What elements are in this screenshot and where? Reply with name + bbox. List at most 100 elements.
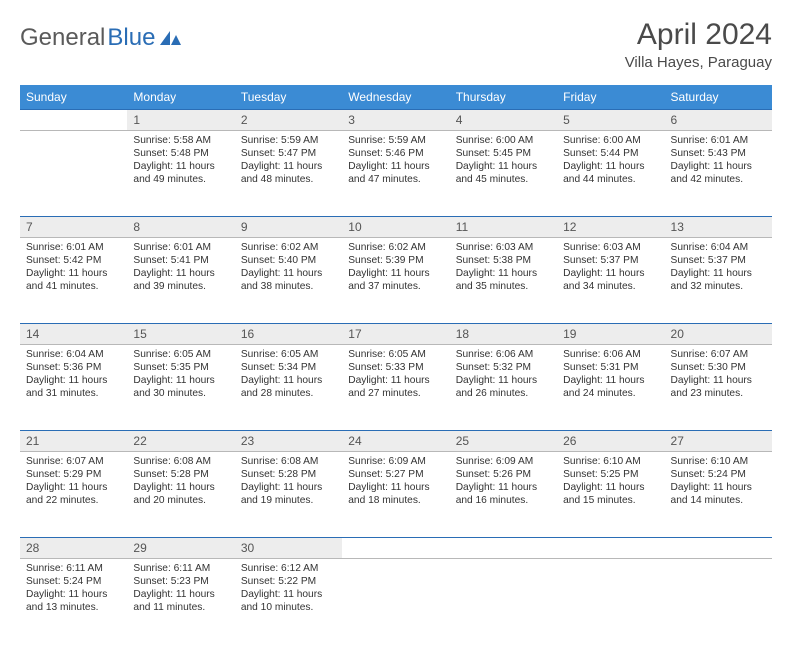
day-details: Sunrise: 6:08 AMSunset: 5:28 PMDaylight:… bbox=[235, 452, 342, 513]
day-cell: Sunrise: 6:01 AMSunset: 5:41 PMDaylight:… bbox=[127, 238, 234, 324]
day-number-cell: 19 bbox=[557, 324, 664, 345]
day-details: Sunrise: 6:07 AMSunset: 5:30 PMDaylight:… bbox=[665, 345, 772, 406]
day-cell: Sunrise: 5:58 AMSunset: 5:48 PMDaylight:… bbox=[127, 131, 234, 217]
day-cell: Sunrise: 6:08 AMSunset: 5:28 PMDaylight:… bbox=[235, 452, 342, 538]
day-cell bbox=[20, 131, 127, 217]
day-cell: Sunrise: 6:08 AMSunset: 5:28 PMDaylight:… bbox=[127, 452, 234, 538]
day-number-cell bbox=[20, 110, 127, 131]
week-row: Sunrise: 5:58 AMSunset: 5:48 PMDaylight:… bbox=[20, 131, 772, 217]
weekday-header: Friday bbox=[557, 85, 664, 110]
day-number-cell: 1 bbox=[127, 110, 234, 131]
day-number-row: 282930 bbox=[20, 538, 772, 559]
day-details: Sunrise: 6:10 AMSunset: 5:25 PMDaylight:… bbox=[557, 452, 664, 513]
logo-text-1: General bbox=[20, 24, 105, 52]
day-details: Sunrise: 6:02 AMSunset: 5:40 PMDaylight:… bbox=[235, 238, 342, 299]
day-cell: Sunrise: 6:11 AMSunset: 5:24 PMDaylight:… bbox=[20, 559, 127, 645]
week-row: Sunrise: 6:11 AMSunset: 5:24 PMDaylight:… bbox=[20, 559, 772, 645]
day-cell bbox=[665, 559, 772, 645]
day-number-cell: 18 bbox=[450, 324, 557, 345]
day-number-cell: 26 bbox=[557, 431, 664, 452]
day-cell bbox=[557, 559, 664, 645]
month-title: April 2024 bbox=[625, 18, 772, 52]
weekday-header: Wednesday bbox=[342, 85, 449, 110]
day-number-cell: 5 bbox=[557, 110, 664, 131]
weekday-header-row: SundayMondayTuesdayWednesdayThursdayFrid… bbox=[20, 85, 772, 110]
day-details: Sunrise: 5:59 AMSunset: 5:47 PMDaylight:… bbox=[235, 131, 342, 192]
day-cell bbox=[450, 559, 557, 645]
day-number-cell: 27 bbox=[665, 431, 772, 452]
day-details: Sunrise: 6:12 AMSunset: 5:22 PMDaylight:… bbox=[235, 559, 342, 620]
day-cell: Sunrise: 6:02 AMSunset: 5:40 PMDaylight:… bbox=[235, 238, 342, 324]
logo-text-2: Blue bbox=[107, 24, 155, 52]
day-number-cell bbox=[450, 538, 557, 559]
day-number-cell: 29 bbox=[127, 538, 234, 559]
day-number-cell: 15 bbox=[127, 324, 234, 345]
weekday-header: Saturday bbox=[665, 85, 772, 110]
day-number-cell: 3 bbox=[342, 110, 449, 131]
day-details: Sunrise: 6:08 AMSunset: 5:28 PMDaylight:… bbox=[127, 452, 234, 513]
day-cell: Sunrise: 6:09 AMSunset: 5:27 PMDaylight:… bbox=[342, 452, 449, 538]
day-number-cell: 16 bbox=[235, 324, 342, 345]
day-cell: Sunrise: 6:05 AMSunset: 5:34 PMDaylight:… bbox=[235, 345, 342, 431]
day-details: Sunrise: 6:01 AMSunset: 5:42 PMDaylight:… bbox=[20, 238, 127, 299]
week-row: Sunrise: 6:04 AMSunset: 5:36 PMDaylight:… bbox=[20, 345, 772, 431]
day-number-cell: 8 bbox=[127, 217, 234, 238]
day-cell: Sunrise: 6:07 AMSunset: 5:29 PMDaylight:… bbox=[20, 452, 127, 538]
weekday-header: Tuesday bbox=[235, 85, 342, 110]
day-number-cell: 12 bbox=[557, 217, 664, 238]
weekday-header: Sunday bbox=[20, 85, 127, 110]
day-number-cell: 28 bbox=[20, 538, 127, 559]
day-details: Sunrise: 5:58 AMSunset: 5:48 PMDaylight:… bbox=[127, 131, 234, 192]
day-number-cell: 11 bbox=[450, 217, 557, 238]
weekday-header: Thursday bbox=[450, 85, 557, 110]
day-cell: Sunrise: 6:00 AMSunset: 5:45 PMDaylight:… bbox=[450, 131, 557, 217]
day-cell: Sunrise: 6:10 AMSunset: 5:24 PMDaylight:… bbox=[665, 452, 772, 538]
day-cell: Sunrise: 6:11 AMSunset: 5:23 PMDaylight:… bbox=[127, 559, 234, 645]
day-details: Sunrise: 6:11 AMSunset: 5:23 PMDaylight:… bbox=[127, 559, 234, 620]
day-number-cell: 2 bbox=[235, 110, 342, 131]
day-number-row: 14151617181920 bbox=[20, 324, 772, 345]
calendar-table: SundayMondayTuesdayWednesdayThursdayFrid… bbox=[20, 85, 772, 645]
day-number-cell: 17 bbox=[342, 324, 449, 345]
day-cell: Sunrise: 6:09 AMSunset: 5:26 PMDaylight:… bbox=[450, 452, 557, 538]
day-details: Sunrise: 6:07 AMSunset: 5:29 PMDaylight:… bbox=[20, 452, 127, 513]
logo-icon bbox=[160, 29, 182, 47]
day-cell: Sunrise: 6:04 AMSunset: 5:37 PMDaylight:… bbox=[665, 238, 772, 324]
day-details: Sunrise: 6:03 AMSunset: 5:37 PMDaylight:… bbox=[557, 238, 664, 299]
day-details: Sunrise: 6:05 AMSunset: 5:35 PMDaylight:… bbox=[127, 345, 234, 406]
day-number-cell: 9 bbox=[235, 217, 342, 238]
day-number-cell: 6 bbox=[665, 110, 772, 131]
day-number-cell: 30 bbox=[235, 538, 342, 559]
logo: GeneralBlue bbox=[20, 18, 182, 52]
day-details: Sunrise: 6:11 AMSunset: 5:24 PMDaylight:… bbox=[20, 559, 127, 620]
day-details: Sunrise: 6:00 AMSunset: 5:45 PMDaylight:… bbox=[450, 131, 557, 192]
day-cell: Sunrise: 6:04 AMSunset: 5:36 PMDaylight:… bbox=[20, 345, 127, 431]
day-number-cell: 23 bbox=[235, 431, 342, 452]
day-number-cell: 22 bbox=[127, 431, 234, 452]
day-cell bbox=[342, 559, 449, 645]
day-details: Sunrise: 6:05 AMSunset: 5:33 PMDaylight:… bbox=[342, 345, 449, 406]
day-number-cell: 21 bbox=[20, 431, 127, 452]
day-number-cell: 10 bbox=[342, 217, 449, 238]
day-number-cell: 7 bbox=[20, 217, 127, 238]
day-details: Sunrise: 6:01 AMSunset: 5:43 PMDaylight:… bbox=[665, 131, 772, 192]
title-block: April 2024 Villa Hayes, Paraguay bbox=[625, 18, 772, 71]
day-cell: Sunrise: 5:59 AMSunset: 5:46 PMDaylight:… bbox=[342, 131, 449, 217]
day-details: Sunrise: 6:06 AMSunset: 5:31 PMDaylight:… bbox=[557, 345, 664, 406]
day-cell: Sunrise: 5:59 AMSunset: 5:47 PMDaylight:… bbox=[235, 131, 342, 217]
day-number-row: 78910111213 bbox=[20, 217, 772, 238]
day-details: Sunrise: 6:04 AMSunset: 5:37 PMDaylight:… bbox=[665, 238, 772, 299]
day-details: Sunrise: 6:09 AMSunset: 5:26 PMDaylight:… bbox=[450, 452, 557, 513]
day-details: Sunrise: 6:02 AMSunset: 5:39 PMDaylight:… bbox=[342, 238, 449, 299]
day-number-row: 123456 bbox=[20, 110, 772, 131]
day-number-cell: 25 bbox=[450, 431, 557, 452]
day-number-row: 21222324252627 bbox=[20, 431, 772, 452]
day-cell: Sunrise: 6:00 AMSunset: 5:44 PMDaylight:… bbox=[557, 131, 664, 217]
day-cell: Sunrise: 6:07 AMSunset: 5:30 PMDaylight:… bbox=[665, 345, 772, 431]
day-details: Sunrise: 6:00 AMSunset: 5:44 PMDaylight:… bbox=[557, 131, 664, 192]
week-row: Sunrise: 6:01 AMSunset: 5:42 PMDaylight:… bbox=[20, 238, 772, 324]
day-cell: Sunrise: 6:10 AMSunset: 5:25 PMDaylight:… bbox=[557, 452, 664, 538]
day-cell: Sunrise: 6:05 AMSunset: 5:33 PMDaylight:… bbox=[342, 345, 449, 431]
day-number-cell: 24 bbox=[342, 431, 449, 452]
day-number-cell: 14 bbox=[20, 324, 127, 345]
